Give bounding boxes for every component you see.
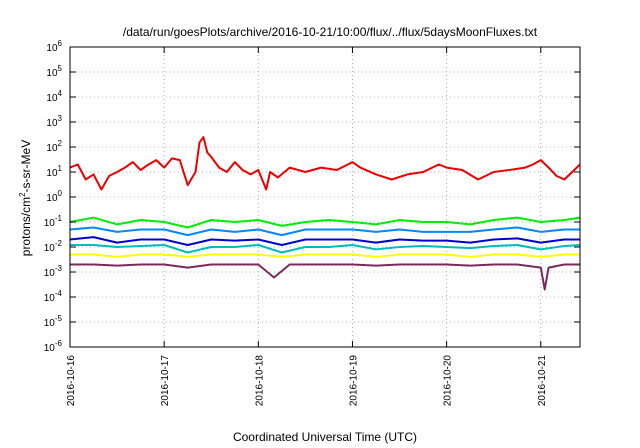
y-tick-label: 101 <box>46 164 62 179</box>
y-tick-label: 103 <box>46 114 62 129</box>
x-tick-label: 2016-10-18 <box>254 355 265 407</box>
y-tick-label: 10-3 <box>44 264 63 279</box>
series-line-6 <box>70 253 580 258</box>
y-tick-label: 10-4 <box>44 289 63 304</box>
series-line-7 <box>70 263 580 291</box>
series-layer <box>69 136 581 291</box>
x-axis-label: Coordinated Universal Time (UTC) <box>233 430 417 444</box>
grid-lines <box>70 47 580 347</box>
y-tick-label: 10-1 <box>44 214 63 229</box>
series-line-1 <box>69 136 581 191</box>
y-tick-label: 102 <box>46 139 62 154</box>
x-tick-label: 2016-10-20 <box>443 355 454 407</box>
y-tick-label: 104 <box>46 89 62 104</box>
y-axis-ticks: 10-6 10-5 10-4 10-3 10-2 10-1 100 101 102 103 104 1… <box>44 39 580 354</box>
series-line-3 <box>69 226 580 237</box>
x-tick-label: 2016-10-21 <box>537 355 548 407</box>
x-axis-ticks: 2016-10-16 2016-10-17 2016-10-18 2016-10-19… <box>66 47 548 406</box>
series-line-4 <box>69 236 580 246</box>
y-tick-label: 10-2 <box>44 239 63 254</box>
series-line-2 <box>69 216 581 229</box>
y-tick-label: 100 <box>46 189 62 204</box>
y-tick-label: 10-5 <box>44 314 63 329</box>
x-tick-label: 2016-10-16 <box>66 355 77 407</box>
x-tick-label: 2016-10-17 <box>160 355 171 407</box>
chart-title: /data/run/goesPlots/archive/2016-10-21/1… <box>123 25 538 39</box>
y-tick-label: 10-6 <box>44 339 63 354</box>
y-tick-label: 106 <box>46 39 62 54</box>
y-tick-label: 105 <box>46 64 62 79</box>
x-tick-label: 2016-10-19 <box>348 355 359 407</box>
y-axis-label: protons/cm2-s-sr-MeV <box>18 140 33 256</box>
series-line-5 <box>70 244 581 254</box>
